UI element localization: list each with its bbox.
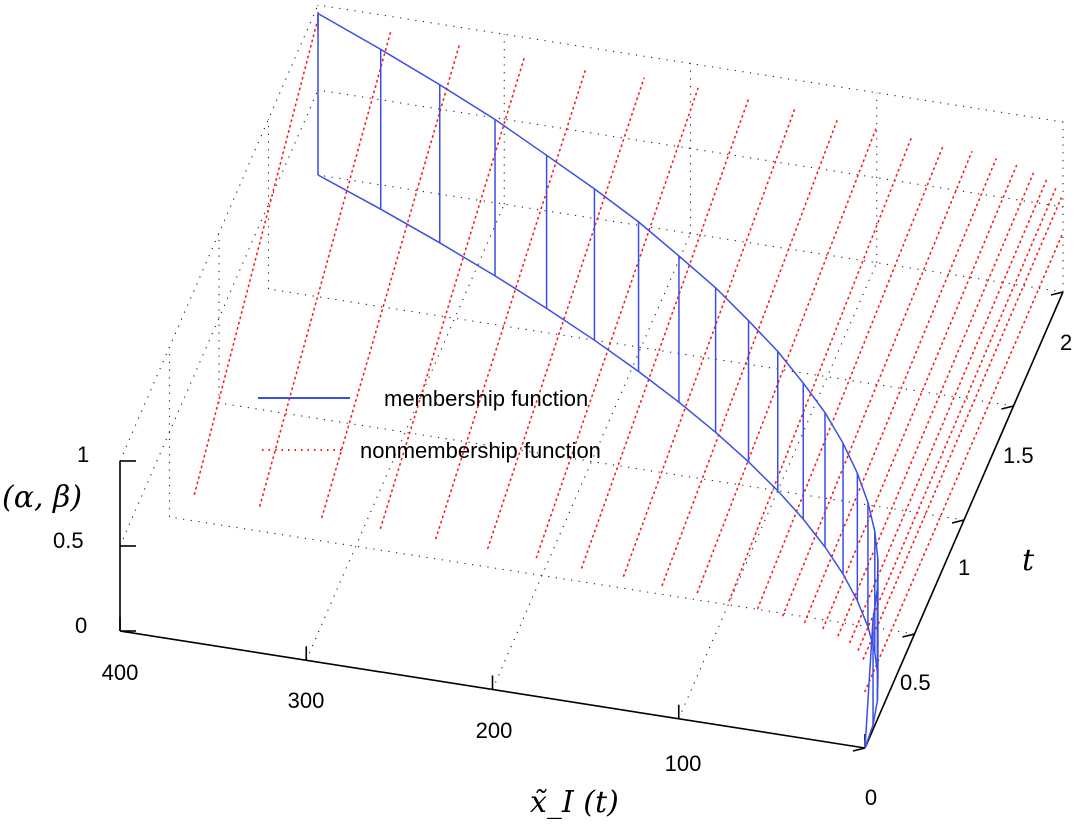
nonmembership-curve (321, 43, 461, 519)
axes-layer (119, 291, 1064, 752)
nonmembership-curve (535, 87, 699, 559)
tick-labels: 0 0.5 1 400 300 200 100 0 0.5 1 1.5 2 (53, 330, 1072, 810)
membership-floor-edge (317, 174, 879, 749)
nonmembership-curve (782, 151, 973, 617)
t-tick-mark (1050, 291, 1064, 296)
t-tick-label: 2 (1060, 330, 1072, 355)
nonmembership-curve (837, 172, 1034, 637)
grid-layer (119, 4, 1064, 749)
nonmembership-curve (696, 125, 878, 594)
nonmembership-curve (193, 17, 319, 495)
t-tick-mark (902, 633, 915, 638)
t-tick-label: 1 (958, 555, 970, 580)
nonmembership-curve (259, 30, 392, 507)
nonmembership-curve (822, 164, 1018, 630)
nonmembership-curve (435, 66, 588, 540)
t-tick-label: 0.5 (900, 670, 931, 695)
nonmembership-curve (857, 188, 1057, 651)
t-tick-mark (1001, 405, 1014, 410)
t-tick-label: 1.5 (1003, 443, 1034, 468)
x-axis-label: x̃_I (t) (530, 785, 619, 820)
nonmembership-curve (864, 231, 1064, 693)
nonmembership-curve (580, 98, 750, 569)
nonmembership-curve (622, 107, 796, 577)
nonmembership-curve (728, 134, 913, 602)
membership-top-edge (317, 12, 879, 749)
x-tick-label: 400 (102, 660, 139, 685)
z-tick-label: 0 (75, 613, 87, 638)
data-layer (193, 12, 1064, 749)
nonmembership-curve (849, 179, 1048, 644)
x-tick-label: 200 (476, 718, 513, 743)
z-tick-label: 0.5 (53, 528, 84, 553)
t-tick-mark (852, 747, 866, 752)
legend: membership function nonmembership functi… (258, 386, 601, 463)
nonmembership-curve (756, 143, 945, 610)
nonmembership-curve (803, 158, 997, 624)
nonmembership-curve (379, 55, 526, 529)
z-tick-label: 1 (77, 442, 89, 467)
nonmembership-curve (661, 118, 839, 587)
x-tick-label: 300 (288, 688, 325, 713)
t-tick-mark (951, 519, 965, 524)
t-axis-label: t (1022, 543, 1035, 578)
legend-nonmembership-label: nonmembership function (360, 438, 601, 463)
floor-gridline (305, 204, 505, 661)
nonmembership-curve (862, 197, 1062, 660)
nonmembership-curve (487, 77, 645, 550)
legend-membership-label: membership function (384, 386, 588, 411)
z-axis-label: (α, β) (2, 480, 82, 515)
x-tick-label: 0 (865, 785, 877, 810)
x-tick-label: 100 (665, 751, 702, 776)
